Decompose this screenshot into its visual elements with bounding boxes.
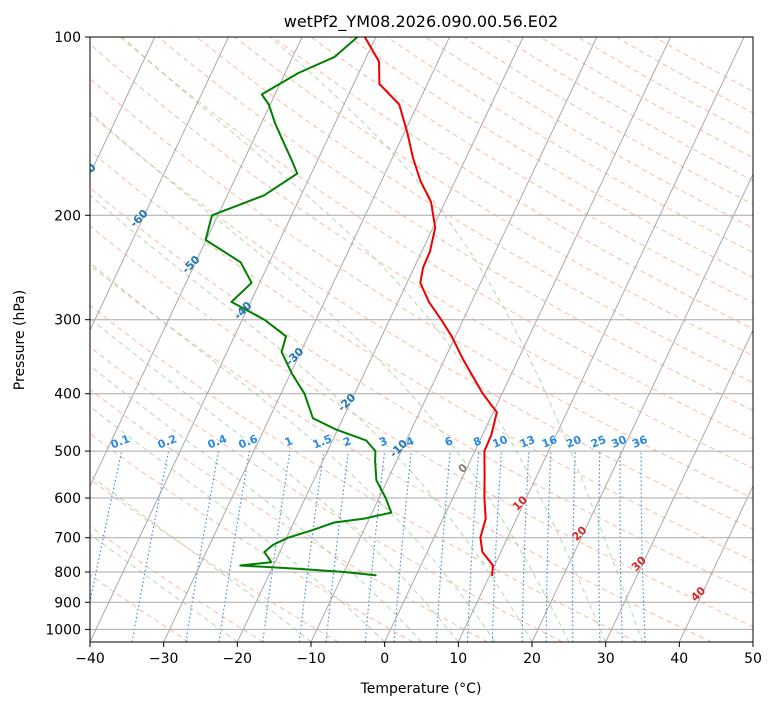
mixing-ratio-line — [393, 451, 412, 642]
profile-series — [204, 37, 498, 577]
y-tick-label: 500 — [54, 444, 81, 460]
dry-adiabat-line — [90, 78, 753, 499]
y-tick-label: 800 — [54, 565, 81, 581]
isotherm-line — [384, 37, 671, 642]
dry-adiabat-line — [90, 264, 712, 642]
chart-title: wetPf2_YM08.2026.090.00.56.E02 — [284, 12, 558, 32]
mixing-ratio-line — [325, 451, 350, 642]
temperature-profile-line — [363, 37, 498, 577]
x-tick-label: 20 — [523, 651, 541, 667]
dry-adiabat-line — [90, 113, 753, 530]
dry-adiabat-line — [387, 37, 753, 254]
dry-adiabat-line — [272, 37, 753, 330]
x-tick-label: 50 — [744, 651, 762, 667]
moist-adiabat-line — [90, 194, 533, 642]
isotherm-line — [605, 329, 753, 642]
grid — [90, 37, 753, 642]
mixing-ratio-label: 36 — [630, 433, 649, 451]
dry-adiabat-line — [310, 37, 753, 304]
dry-adiabat-line — [90, 478, 339, 642]
mixing-ratio-label: 16 — [540, 433, 559, 451]
dry-adiabat-line — [234, 37, 753, 356]
x-tick-label: −30 — [149, 651, 179, 667]
isotherm-line — [678, 484, 753, 642]
isotherm-label: -70 — [76, 161, 99, 184]
y-tick-label: 400 — [54, 387, 81, 403]
isotherm-line — [163, 37, 450, 642]
moist-adiabat-line — [122, 37, 607, 642]
isotherm-line — [531, 173, 753, 642]
y-tick-label: 900 — [54, 595, 81, 611]
isotherm-line — [236, 37, 524, 642]
y-tick-label: 600 — [54, 491, 81, 507]
y-axis-title: Pressure (hPa) — [12, 290, 28, 390]
x-tick-label: 0 — [380, 651, 389, 667]
isotherm-line — [457, 37, 745, 642]
y-tick-label: 300 — [54, 313, 81, 329]
x-tick-label: 40 — [670, 651, 688, 667]
moist-adiabat-line — [90, 317, 459, 642]
mixing-ratio-label: 2 — [341, 434, 353, 449]
y-tick-label: 1000 — [45, 622, 81, 638]
dry-adiabat-line — [90, 149, 753, 562]
dry-adiabat-line — [90, 525, 264, 642]
dewpoint-profile-line — [204, 37, 393, 577]
mixing-ratio-label: 1 — [283, 434, 295, 449]
x-tick-label: 10 — [449, 651, 467, 667]
plot-frame — [89, 36, 754, 643]
mixing-ratio-label: 30 — [609, 433, 628, 451]
isotherm-line — [90, 37, 156, 176]
dry-adiabat-line — [119, 37, 753, 440]
mixing-ratio-label: 25 — [589, 433, 608, 451]
y-tick-label: 100 — [54, 30, 81, 46]
moist-adiabat-line — [90, 365, 422, 642]
y-tick-label: 200 — [54, 208, 81, 224]
mixing-ratio-line — [218, 451, 250, 642]
mixing-ratio-label: 13 — [518, 433, 537, 451]
background-lines — [90, 37, 753, 642]
axes: −40 −30 −20 −10 0 10 20 30 40 50 1000 900 800 700 600 5… — [45, 30, 762, 667]
dry-adiabat-line — [90, 346, 563, 642]
x-tick-label: −10 — [296, 651, 326, 667]
dry-adiabat-line — [90, 43, 753, 469]
mixing-ratio-label: 3 — [377, 434, 389, 449]
isotherm-line — [90, 37, 303, 488]
mixing-ratio-label: 10 — [491, 433, 510, 451]
moist-adiabat-line — [90, 405, 386, 642]
dry-adiabat-line — [425, 37, 753, 229]
isotherm-line — [90, 37, 229, 332]
moist-adiabat-line — [90, 111, 570, 642]
mixing-ratio-line — [364, 451, 386, 642]
mixing-ratio-label: 20 — [564, 433, 583, 451]
x-tick-label: −20 — [223, 651, 253, 667]
y-tick-label: 700 — [54, 531, 81, 547]
x-axis-title: Temperature (°C) — [360, 681, 482, 697]
isotherm-line — [90, 37, 377, 642]
dry-adiabat-line — [90, 304, 638, 642]
mixing-ratio-line — [298, 451, 325, 642]
moist-adiabat-line — [90, 262, 496, 642]
x-tick-label: 30 — [597, 651, 615, 667]
dry-adiabat-line — [539, 37, 753, 159]
mixing-ratio-line — [262, 451, 291, 642]
mixing-ratio-label: 8 — [471, 434, 483, 449]
x-tick-label: −40 — [75, 651, 105, 667]
moist-adiabat-line — [269, 37, 643, 642]
